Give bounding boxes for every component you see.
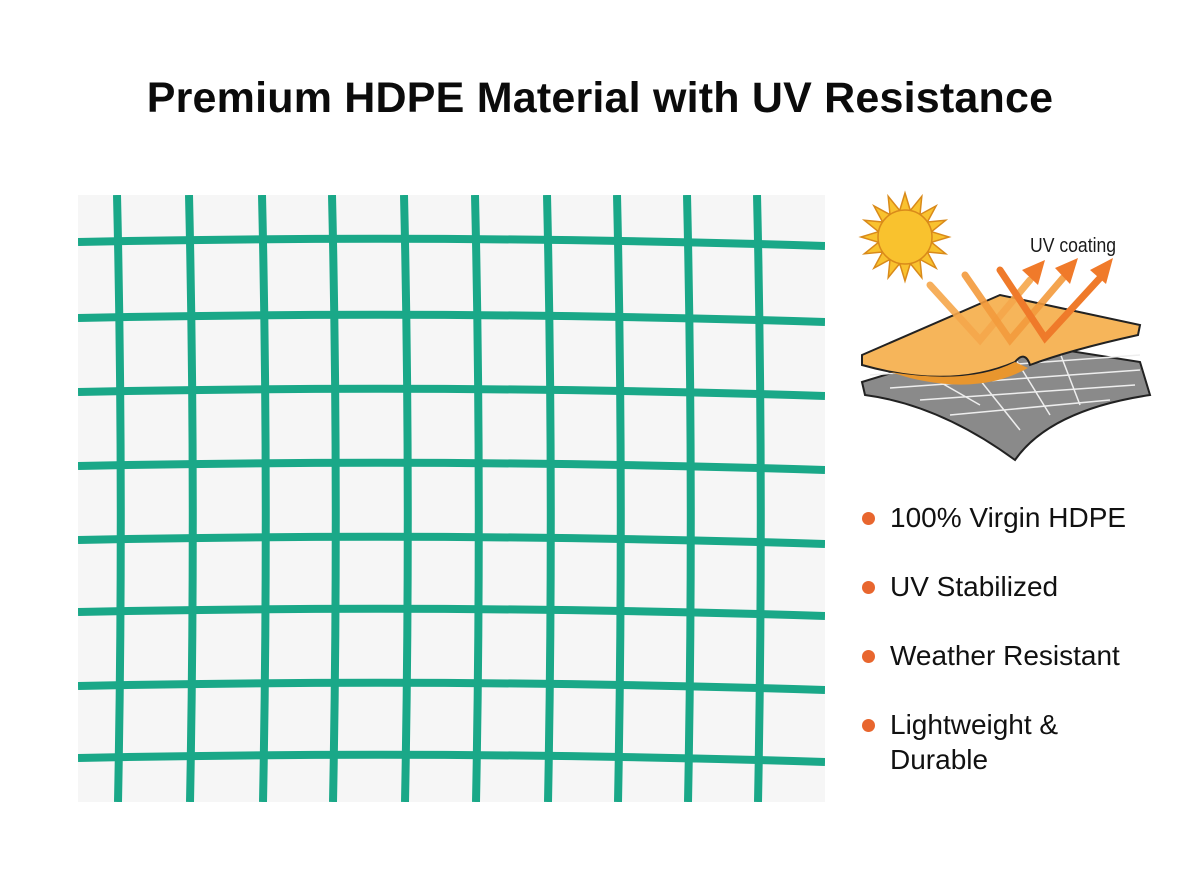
net-strand-horizontal [78, 750, 825, 766]
net-strand-vertical [543, 195, 555, 802]
uv-coating-illustration [858, 190, 1152, 462]
bullet-dot-icon [862, 581, 875, 594]
net-strand-vertical [185, 195, 197, 802]
net-strand-horizontal [78, 532, 825, 548]
net-strand-vertical [683, 195, 695, 802]
net-strand-horizontal [78, 458, 825, 474]
net-strand-vertical [753, 195, 765, 802]
feature-label: Weather Resistant [890, 640, 1120, 671]
feature-item: 100% Virgin HDPE [862, 500, 1160, 535]
net-mesh-image [78, 195, 825, 802]
net-strand-horizontal [78, 234, 825, 250]
uv-coating-label: UV coating [1030, 235, 1117, 257]
net-strand-vertical [613, 195, 625, 802]
sun-icon [858, 190, 952, 284]
net-strand-vertical [400, 195, 412, 802]
bullet-dot-icon [862, 719, 875, 732]
reflected-arrow-icon [926, 266, 1104, 346]
net-strand-horizontal [78, 310, 825, 326]
net-strand-horizontal [78, 384, 825, 400]
net-strand-horizontal [78, 678, 825, 694]
bullet-dot-icon [862, 512, 875, 525]
net-strand-vertical [328, 195, 340, 802]
uv-coating-layer-icon [861, 293, 1142, 385]
feature-item: UV Stabilized [862, 569, 1160, 604]
feature-label: UV Stabilized [890, 571, 1059, 602]
net-strand-horizontal [78, 604, 825, 620]
net-strand-vertical [258, 195, 270, 802]
page-title: Premium HDPE Material with UV Resistance [146, 74, 1054, 122]
feature-item: Weather Resistant [862, 638, 1160, 673]
feature-label: 100% Virgin HDPE [890, 502, 1127, 533]
feature-item: Lightweight & Durable [862, 707, 1160, 777]
bullet-dot-icon [862, 650, 875, 663]
feature-list: 100% Virgin HDPE UV Stabilized Weather R… [862, 500, 1160, 811]
net-strand-vertical [471, 195, 483, 802]
feature-label: Lightweight & Durable [890, 709, 1059, 775]
net-strand-vertical [113, 195, 125, 802]
